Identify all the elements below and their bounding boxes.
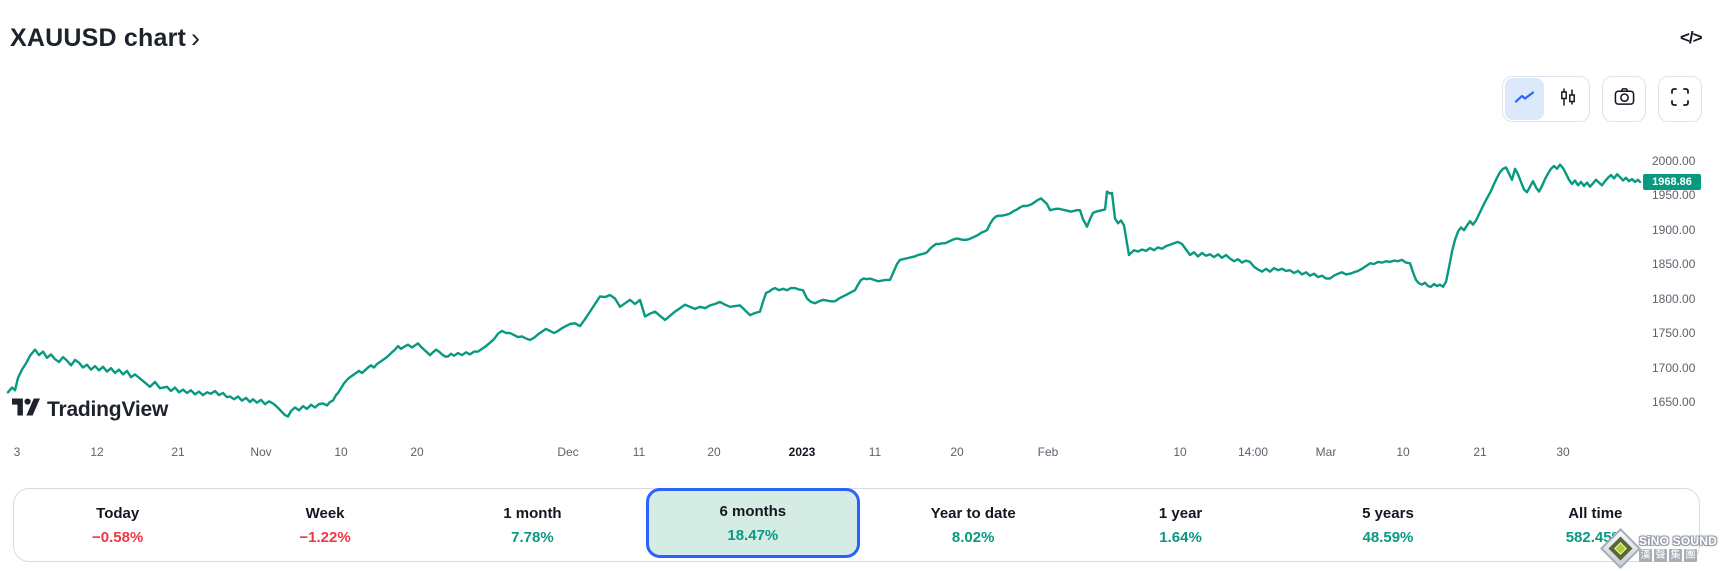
x-axis-label: 21 xyxy=(171,445,185,459)
x-axis-label: 21 xyxy=(1473,445,1487,459)
x-axis-label: 11 xyxy=(632,445,646,459)
period-value: 48.59% xyxy=(1362,528,1414,546)
period-tab-week[interactable]: Week −1.22% xyxy=(221,489,428,561)
x-axis-label: Dec xyxy=(557,445,579,459)
x-axis-label: Feb xyxy=(1037,445,1059,459)
period-tab-today[interactable]: Today −0.58% xyxy=(14,489,221,561)
watermark-brand-text: SiNO SOUND xyxy=(1639,534,1718,548)
x-axis-label: 12 xyxy=(90,445,104,459)
x-axis-label: 30 xyxy=(1556,445,1570,459)
watermark-cn-char: 集 xyxy=(1669,549,1682,562)
y-axis-label: 1800.00 xyxy=(1652,291,1696,306)
period-tab-1-month[interactable]: 1 month 7.78% xyxy=(429,489,636,561)
x-axis-label: 2023 xyxy=(788,445,816,459)
tradingview-logo-icon xyxy=(12,396,40,423)
period-tab-5-years[interactable]: 5 years 48.59% xyxy=(1284,489,1491,561)
candle-style-button[interactable] xyxy=(1548,78,1587,120)
period-value: −0.58% xyxy=(92,528,144,546)
period-value: −1.22% xyxy=(299,528,351,546)
period-tab-6-months[interactable]: 6 months 18.47% xyxy=(646,488,860,558)
period-value: 18.47% xyxy=(727,526,779,544)
y-axis-label: 1700.00 xyxy=(1652,360,1696,375)
period-label: 1 year xyxy=(1158,504,1203,522)
candlestick-icon xyxy=(1558,87,1578,112)
period-value: 7.78% xyxy=(511,528,554,546)
x-axis-label: 10 xyxy=(1173,445,1187,459)
y-axis-label: 1750.00 xyxy=(1652,326,1696,340)
watermark-cn-char: 團 xyxy=(1684,549,1697,562)
period-bar: Today −0.58% Week −1.22% 1 month 7.78% 6 month… xyxy=(13,488,1700,562)
watermark-cn-char: 漢 xyxy=(1639,549,1652,562)
period-tab-1-year[interactable]: 1 year 1.64% xyxy=(1077,489,1284,561)
y-axis-label: 1900.00 xyxy=(1652,222,1696,237)
period-tab-year-to-date[interactable]: Year to date 8.02% xyxy=(870,489,1077,561)
y-axis-label: 2000.00 xyxy=(1652,153,1696,168)
fullscreen-icon xyxy=(1670,87,1690,112)
period-label: All time xyxy=(1568,504,1623,522)
embed-code-icon[interactable]: </> xyxy=(1680,28,1703,47)
tradingview-logo-text: TradingView xyxy=(47,397,169,421)
period-label: Year to date xyxy=(930,504,1016,522)
period-tab-all-time[interactable]: All time 582.45% xyxy=(1492,489,1699,561)
watermark-cn-row: 漢聲集團 xyxy=(1639,549,1717,562)
x-axis-label: 10 xyxy=(334,445,348,459)
price-badge: 1968.86 xyxy=(1643,173,1701,190)
chart-canvas[interactable] xyxy=(0,130,1645,460)
chart-style-toggle-group xyxy=(1502,76,1590,122)
period-label: Week xyxy=(305,504,345,522)
x-axis-label: Mar xyxy=(1315,445,1337,459)
period-label: 5 years xyxy=(1362,504,1414,522)
x-axis-label: Nov xyxy=(250,445,272,459)
period-value: 8.02% xyxy=(951,528,995,546)
camera-icon xyxy=(1613,86,1636,112)
page-title-row: XAUUSD chart › xyxy=(10,24,200,53)
price-line xyxy=(6,163,1642,418)
line-chart-icon xyxy=(1514,88,1536,111)
period-label: Today xyxy=(96,504,140,522)
y-axis-label: 1950.00 xyxy=(1652,188,1696,202)
tradingview-attribution[interactable]: TradingView xyxy=(12,396,168,423)
x-axis-label: 10 xyxy=(1396,445,1410,459)
x-axis-label: 20 xyxy=(410,445,424,459)
x-axis-label: 20 xyxy=(950,445,964,459)
watermark-cn-char: 聲 xyxy=(1654,549,1667,562)
fullscreen-button[interactable] xyxy=(1658,76,1702,122)
y-axis-label: 1650.00 xyxy=(1652,395,1696,409)
snapshot-button[interactable] xyxy=(1602,76,1646,122)
sino-sound-diamond-logo xyxy=(1599,527,1642,569)
period-label: 6 months xyxy=(719,502,787,520)
y-axis-label: 1850.00 xyxy=(1652,257,1696,271)
x-axis-label: 11 xyxy=(868,445,882,459)
page-title: XAUUSD chart xyxy=(10,24,187,52)
x-axis-label: 14:00 xyxy=(1237,445,1269,459)
period-label: 1 month xyxy=(503,504,562,522)
chevron-right-icon[interactable]: › xyxy=(191,23,201,53)
period-value: 1.64% xyxy=(1159,528,1202,546)
sino-sound-watermark: SiNO SOUND 漢聲集團 xyxy=(1599,527,1726,569)
line-style-button[interactable] xyxy=(1505,78,1544,120)
x-axis-label: 20 xyxy=(707,445,721,459)
x-axis-label: 3 xyxy=(13,445,21,459)
